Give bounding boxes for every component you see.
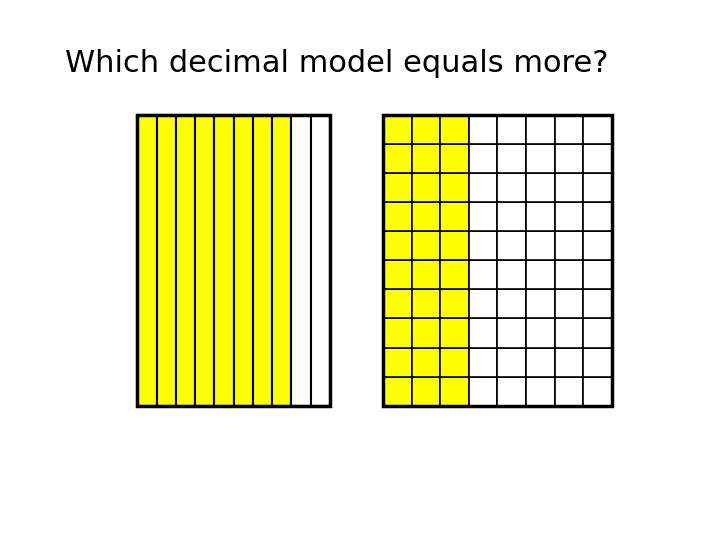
Bar [498,202,526,231]
Bar [440,231,469,260]
Bar [498,260,526,289]
Bar [583,231,612,260]
Bar [383,289,412,319]
Bar [554,348,583,377]
Bar [583,260,612,289]
Bar [440,202,469,231]
Bar [526,144,554,173]
Bar [498,173,526,202]
Bar [383,114,412,144]
Bar [383,202,412,231]
Bar [526,202,554,231]
Bar [498,231,526,260]
Bar [412,231,440,260]
Bar [498,114,526,144]
Bar [412,114,440,144]
Bar [526,377,554,406]
Bar [526,348,554,377]
Bar [138,114,330,406]
Bar [554,173,583,202]
Bar [292,114,311,406]
Bar [253,114,272,406]
Bar [526,114,554,144]
Bar [412,173,440,202]
Bar [469,202,498,231]
Bar [412,202,440,231]
Bar [383,114,612,406]
Bar [272,114,292,406]
Bar [554,260,583,289]
Bar [554,144,583,173]
Bar [412,260,440,289]
Bar [469,319,498,348]
Bar [583,289,612,319]
Bar [412,348,440,377]
Bar [498,144,526,173]
Bar [440,348,469,377]
Bar [138,114,157,406]
Bar [195,114,215,406]
Bar [583,319,612,348]
Bar [469,260,498,289]
Bar [234,114,253,406]
Bar [157,114,176,406]
Bar [412,144,440,173]
Bar [526,289,554,319]
Bar [498,319,526,348]
Bar [383,260,412,289]
Bar [583,202,612,231]
Bar [469,173,498,202]
Bar [583,114,612,144]
Bar [412,289,440,319]
Bar [383,348,412,377]
Bar [554,202,583,231]
Bar [469,289,498,319]
Bar [583,144,612,173]
Bar [469,377,498,406]
Bar [383,173,412,202]
Bar [440,289,469,319]
Bar [440,260,469,289]
Bar [469,114,498,144]
Bar [412,319,440,348]
Text: Which decimal model equals more?: Which decimal model equals more? [65,49,608,78]
Bar [469,144,498,173]
Bar [498,348,526,377]
Bar [554,231,583,260]
Bar [440,114,469,144]
Bar [583,377,612,406]
Bar [440,319,469,348]
Bar [383,319,412,348]
Bar [440,377,469,406]
Bar [554,289,583,319]
Bar [383,144,412,173]
Bar [215,114,234,406]
Bar [412,377,440,406]
Bar [583,173,612,202]
Bar [554,377,583,406]
Bar [176,114,195,406]
Bar [440,144,469,173]
Bar [583,348,612,377]
Bar [526,231,554,260]
Bar [526,319,554,348]
Bar [440,173,469,202]
Bar [554,319,583,348]
Bar [383,377,412,406]
Bar [311,114,330,406]
Bar [498,289,526,319]
Bar [469,348,498,377]
Bar [498,377,526,406]
Bar [526,260,554,289]
Bar [526,173,554,202]
Bar [383,231,412,260]
Bar [554,114,583,144]
Bar [469,231,498,260]
